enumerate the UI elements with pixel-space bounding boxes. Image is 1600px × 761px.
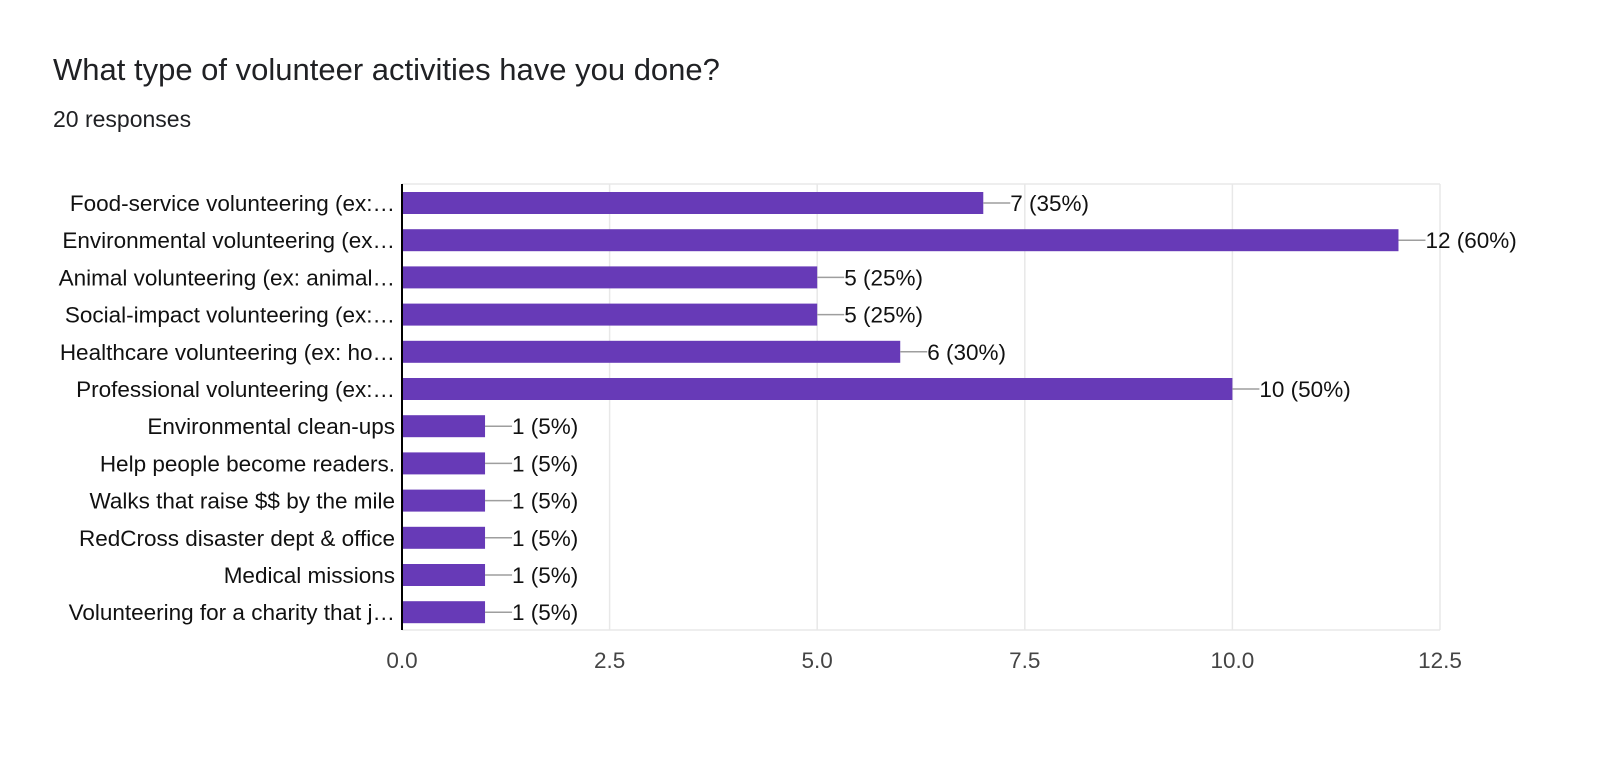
bar bbox=[402, 489, 486, 512]
category-label: Medical missions bbox=[224, 563, 395, 588]
bar bbox=[402, 266, 818, 289]
category-label: Animal volunteering (ex: animal… bbox=[59, 265, 395, 290]
x-tick-label: 12.5 bbox=[1418, 648, 1462, 673]
x-tick-label: 2.5 bbox=[594, 648, 625, 673]
category-label: Social-impact volunteering (ex:… bbox=[65, 303, 395, 328]
category-label: Volunteering for a charity that j… bbox=[69, 600, 395, 625]
bar bbox=[402, 564, 486, 586]
data-labels: 7 (35%)12 (60%)5 (25%)5 (25%)6 (30%)10 (… bbox=[485, 191, 1517, 625]
category-label: Professional volunteering (ex:… bbox=[76, 377, 395, 402]
category-label: Healthcare volunteering (ex: ho… bbox=[60, 340, 395, 365]
data-label: 1 (5%) bbox=[512, 563, 578, 588]
category-labels: Food-service volunteering (ex:… Environme… bbox=[59, 191, 395, 625]
category-label: RedCross disaster dept & office bbox=[79, 526, 395, 551]
data-label: 12 (60%) bbox=[1425, 228, 1516, 253]
category-label: Help people become readers. bbox=[100, 451, 395, 476]
bar bbox=[402, 452, 486, 475]
bar bbox=[402, 303, 818, 326]
data-label: 5 (25%) bbox=[844, 303, 923, 328]
chart-title: What type of volunteer activities have y… bbox=[53, 52, 720, 87]
data-label: 6 (30%) bbox=[927, 340, 1006, 365]
category-label: Food-service volunteering (ex:… bbox=[70, 191, 395, 216]
x-tick-label: 10.0 bbox=[1211, 648, 1255, 673]
bar bbox=[402, 192, 984, 214]
bar bbox=[402, 229, 1399, 252]
category-label: Walks that raise $$ by the mile bbox=[89, 489, 395, 514]
x-tick-label: 0.0 bbox=[386, 648, 417, 673]
x-tick-label: 7.5 bbox=[1009, 648, 1040, 673]
bars bbox=[402, 192, 1399, 624]
data-label: 1 (5%) bbox=[512, 451, 578, 476]
bar bbox=[402, 378, 1233, 400]
data-label: 1 (5%) bbox=[512, 414, 578, 439]
data-label: 10 (50%) bbox=[1259, 377, 1350, 402]
bar bbox=[402, 601, 486, 624]
x-axis-ticks: 0.0 2.5 5.0 7.5 10.0 12.5 bbox=[386, 648, 1462, 673]
bar bbox=[402, 340, 901, 363]
data-label: 5 (25%) bbox=[844, 265, 923, 290]
data-label: 1 (5%) bbox=[512, 600, 578, 625]
response-count: 20 responses bbox=[53, 106, 192, 132]
bar bbox=[402, 526, 486, 549]
grid-lines bbox=[402, 183, 1441, 631]
category-label: Environmental volunteering (ex… bbox=[62, 228, 395, 253]
category-label: Environmental clean-ups bbox=[147, 414, 395, 439]
x-tick-label: 5.0 bbox=[802, 648, 833, 673]
data-label: 7 (35%) bbox=[1010, 191, 1089, 216]
data-label: 1 (5%) bbox=[512, 526, 578, 551]
data-label: 1 (5%) bbox=[512, 489, 578, 514]
bar bbox=[402, 415, 486, 438]
